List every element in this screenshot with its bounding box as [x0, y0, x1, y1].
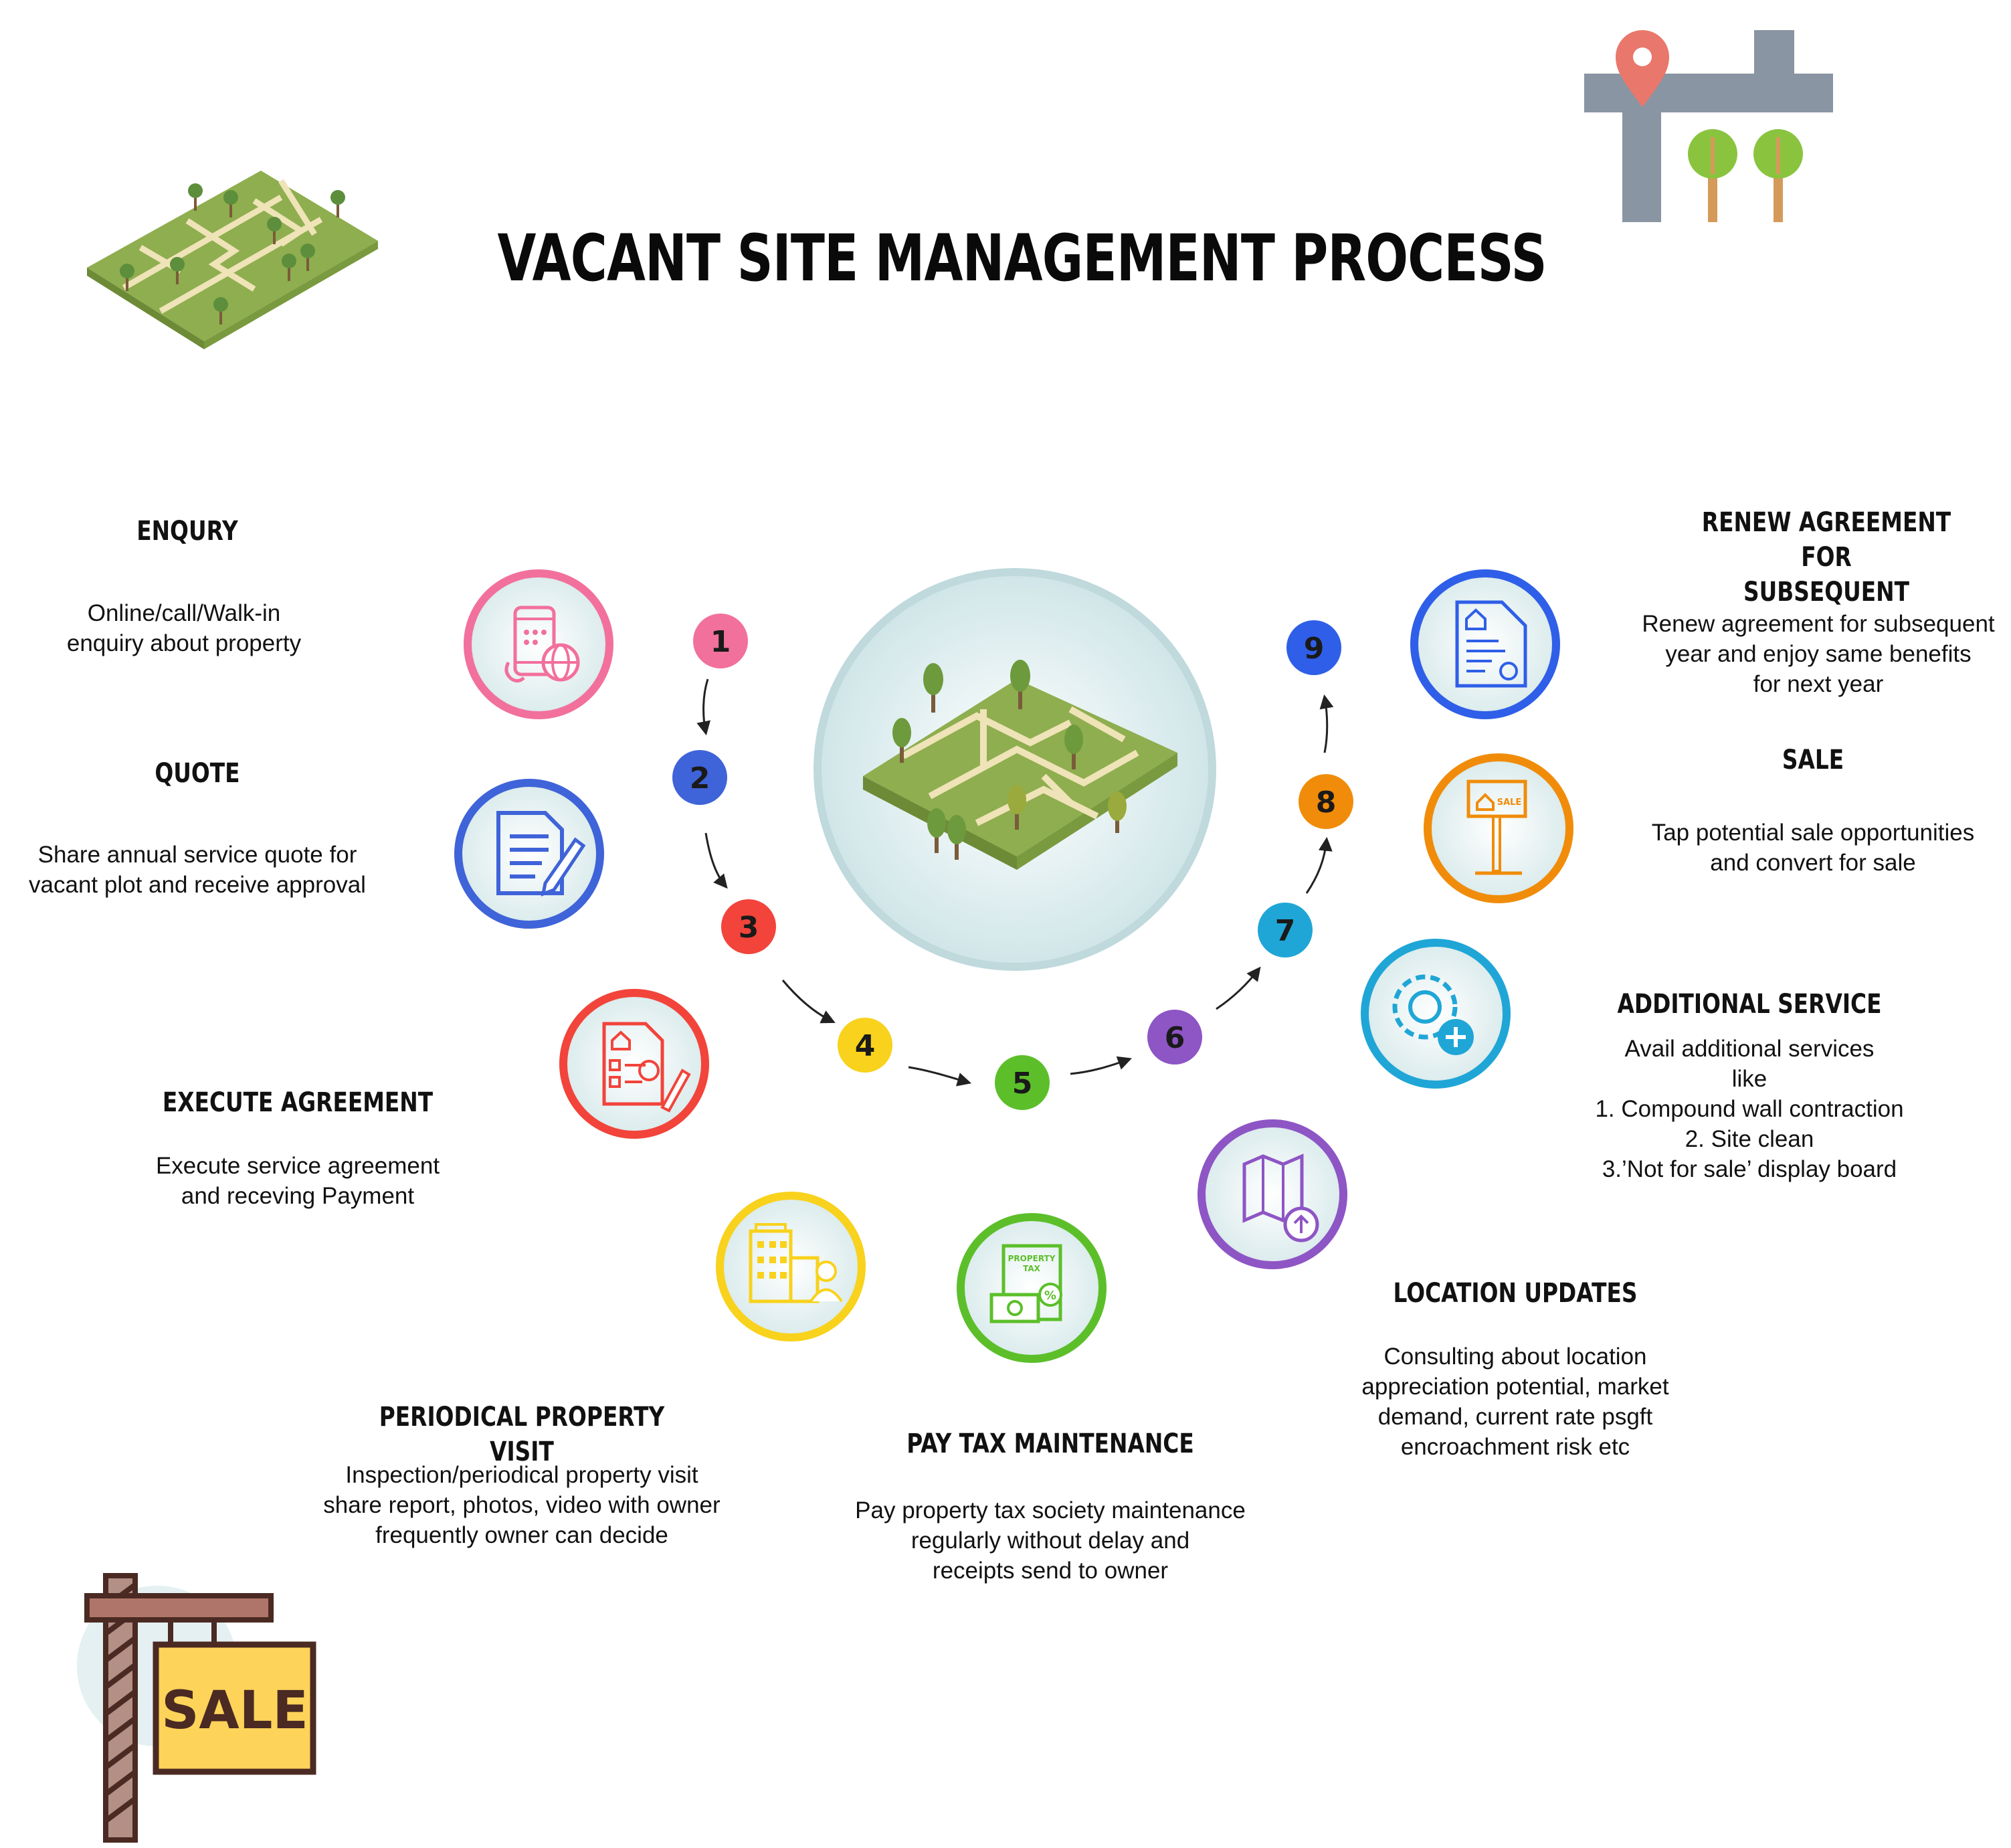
svg-text:5: 5 — [1012, 1067, 1033, 1101]
step-2-description: Share annual service quote for vacant pl… — [29, 842, 366, 898]
gear-plus-icon — [1361, 939, 1511, 1089]
step-9-title: RENEW AGREEMENT FOR SUBSEQUENT — [1701, 507, 1951, 608]
arrow-7-8 — [1305, 836, 1333, 894]
map-update-icon — [1198, 1119, 1347, 1269]
step-number-6: 6 — [1147, 1010, 1202, 1065]
arrow-3-4 — [781, 980, 836, 1024]
document-pen-icon — [454, 779, 604, 929]
svg-text:4: 4 — [855, 1029, 876, 1063]
step-4-title: PERIODICAL PROPERTY VISIT — [379, 1402, 665, 1467]
step-2-title: QUOTE — [155, 758, 240, 789]
sale-board-icon: SALE — [1424, 753, 1573, 903]
step-9-description: Renew agreement for subsequent year and … — [1642, 611, 1995, 697]
property-tax-label-2: TAX — [1023, 1264, 1041, 1273]
step-number-9: 9 — [1286, 620, 1341, 675]
arrow-4-5 — [908, 1066, 972, 1087]
svg-text:9: 9 — [1304, 632, 1325, 666]
sale-sign-illustration: SALE — [77, 1573, 316, 1843]
process-arrows — [696, 678, 1334, 1087]
step-3-title: EXECUTE AGREEMENT — [162, 1087, 434, 1118]
svg-text:3: 3 — [739, 911, 759, 945]
step-number-3: 3 — [721, 899, 776, 954]
step-4-description: Inspection/periodical property visit sha… — [323, 1462, 721, 1548]
step-number-7: 7 — [1258, 903, 1313, 957]
agreement-sign-icon — [559, 989, 709, 1139]
building-visit-icon — [716, 1192, 866, 1342]
svg-text:6: 6 — [1165, 1021, 1185, 1055]
step-number-2: 2 — [672, 750, 727, 805]
arrow-1-2 — [696, 678, 711, 736]
page-title: VACANT SITE MANAGEMENT PROCESS — [497, 221, 1547, 296]
plot-map-illustration-small — [87, 171, 378, 349]
arrow-5-6 — [1070, 1056, 1132, 1075]
arrow-8-9 — [1319, 694, 1334, 753]
step-5-title: PAY TAX MAINTENANCE — [906, 1428, 1194, 1459]
step-number-1: 1 — [693, 614, 748, 668]
svg-text:%: % — [1044, 1289, 1056, 1303]
arrow-6-7 — [1216, 966, 1261, 1010]
step-6-title: LOCATION UPDATES — [1393, 1278, 1638, 1309]
svg-text:2: 2 — [690, 761, 710, 796]
step-number-8: 8 — [1299, 774, 1353, 829]
sale-board-label: SALE — [1497, 798, 1522, 808]
arrow-2-3 — [704, 832, 728, 889]
step-1-description: Online/call/Walk-in enquiry about proper… — [66, 600, 302, 656]
step-1-title: ENQURY — [136, 516, 238, 547]
svg-text:1: 1 — [710, 625, 731, 659]
svg-text:7: 7 — [1275, 914, 1296, 948]
step-number-4: 4 — [838, 1018, 892, 1073]
step-5-description: Pay property tax society maintenance reg… — [855, 1497, 1246, 1584]
phone-globe-icon — [464, 569, 613, 719]
property-tax-label-1: PROPERTY — [1008, 1254, 1056, 1263]
step-6-description: Consulting about location appreciation p… — [1361, 1344, 1669, 1460]
step-3-description: Execute service agreement and receving P… — [155, 1153, 440, 1209]
step-7-description: Avail additional services like 1. Compou… — [1595, 1036, 1904, 1182]
step-7-title: ADDITIONAL SERVICE — [1617, 989, 1882, 1020]
step-8-description: Tap potential sale opportunities and con… — [1651, 820, 1975, 876]
road-pin-illustration — [1584, 30, 1833, 222]
property-tax-icon: PROPERTY TAX % — [957, 1213, 1107, 1363]
sale-sign-text: SALE — [161, 1681, 308, 1741]
svg-text:8: 8 — [1316, 786, 1337, 820]
step-8-title: SALE — [1782, 745, 1844, 775]
step-number-5: 5 — [995, 1055, 1050, 1110]
center-plot-illustration — [813, 568, 1216, 971]
renew-document-icon — [1410, 569, 1560, 719]
